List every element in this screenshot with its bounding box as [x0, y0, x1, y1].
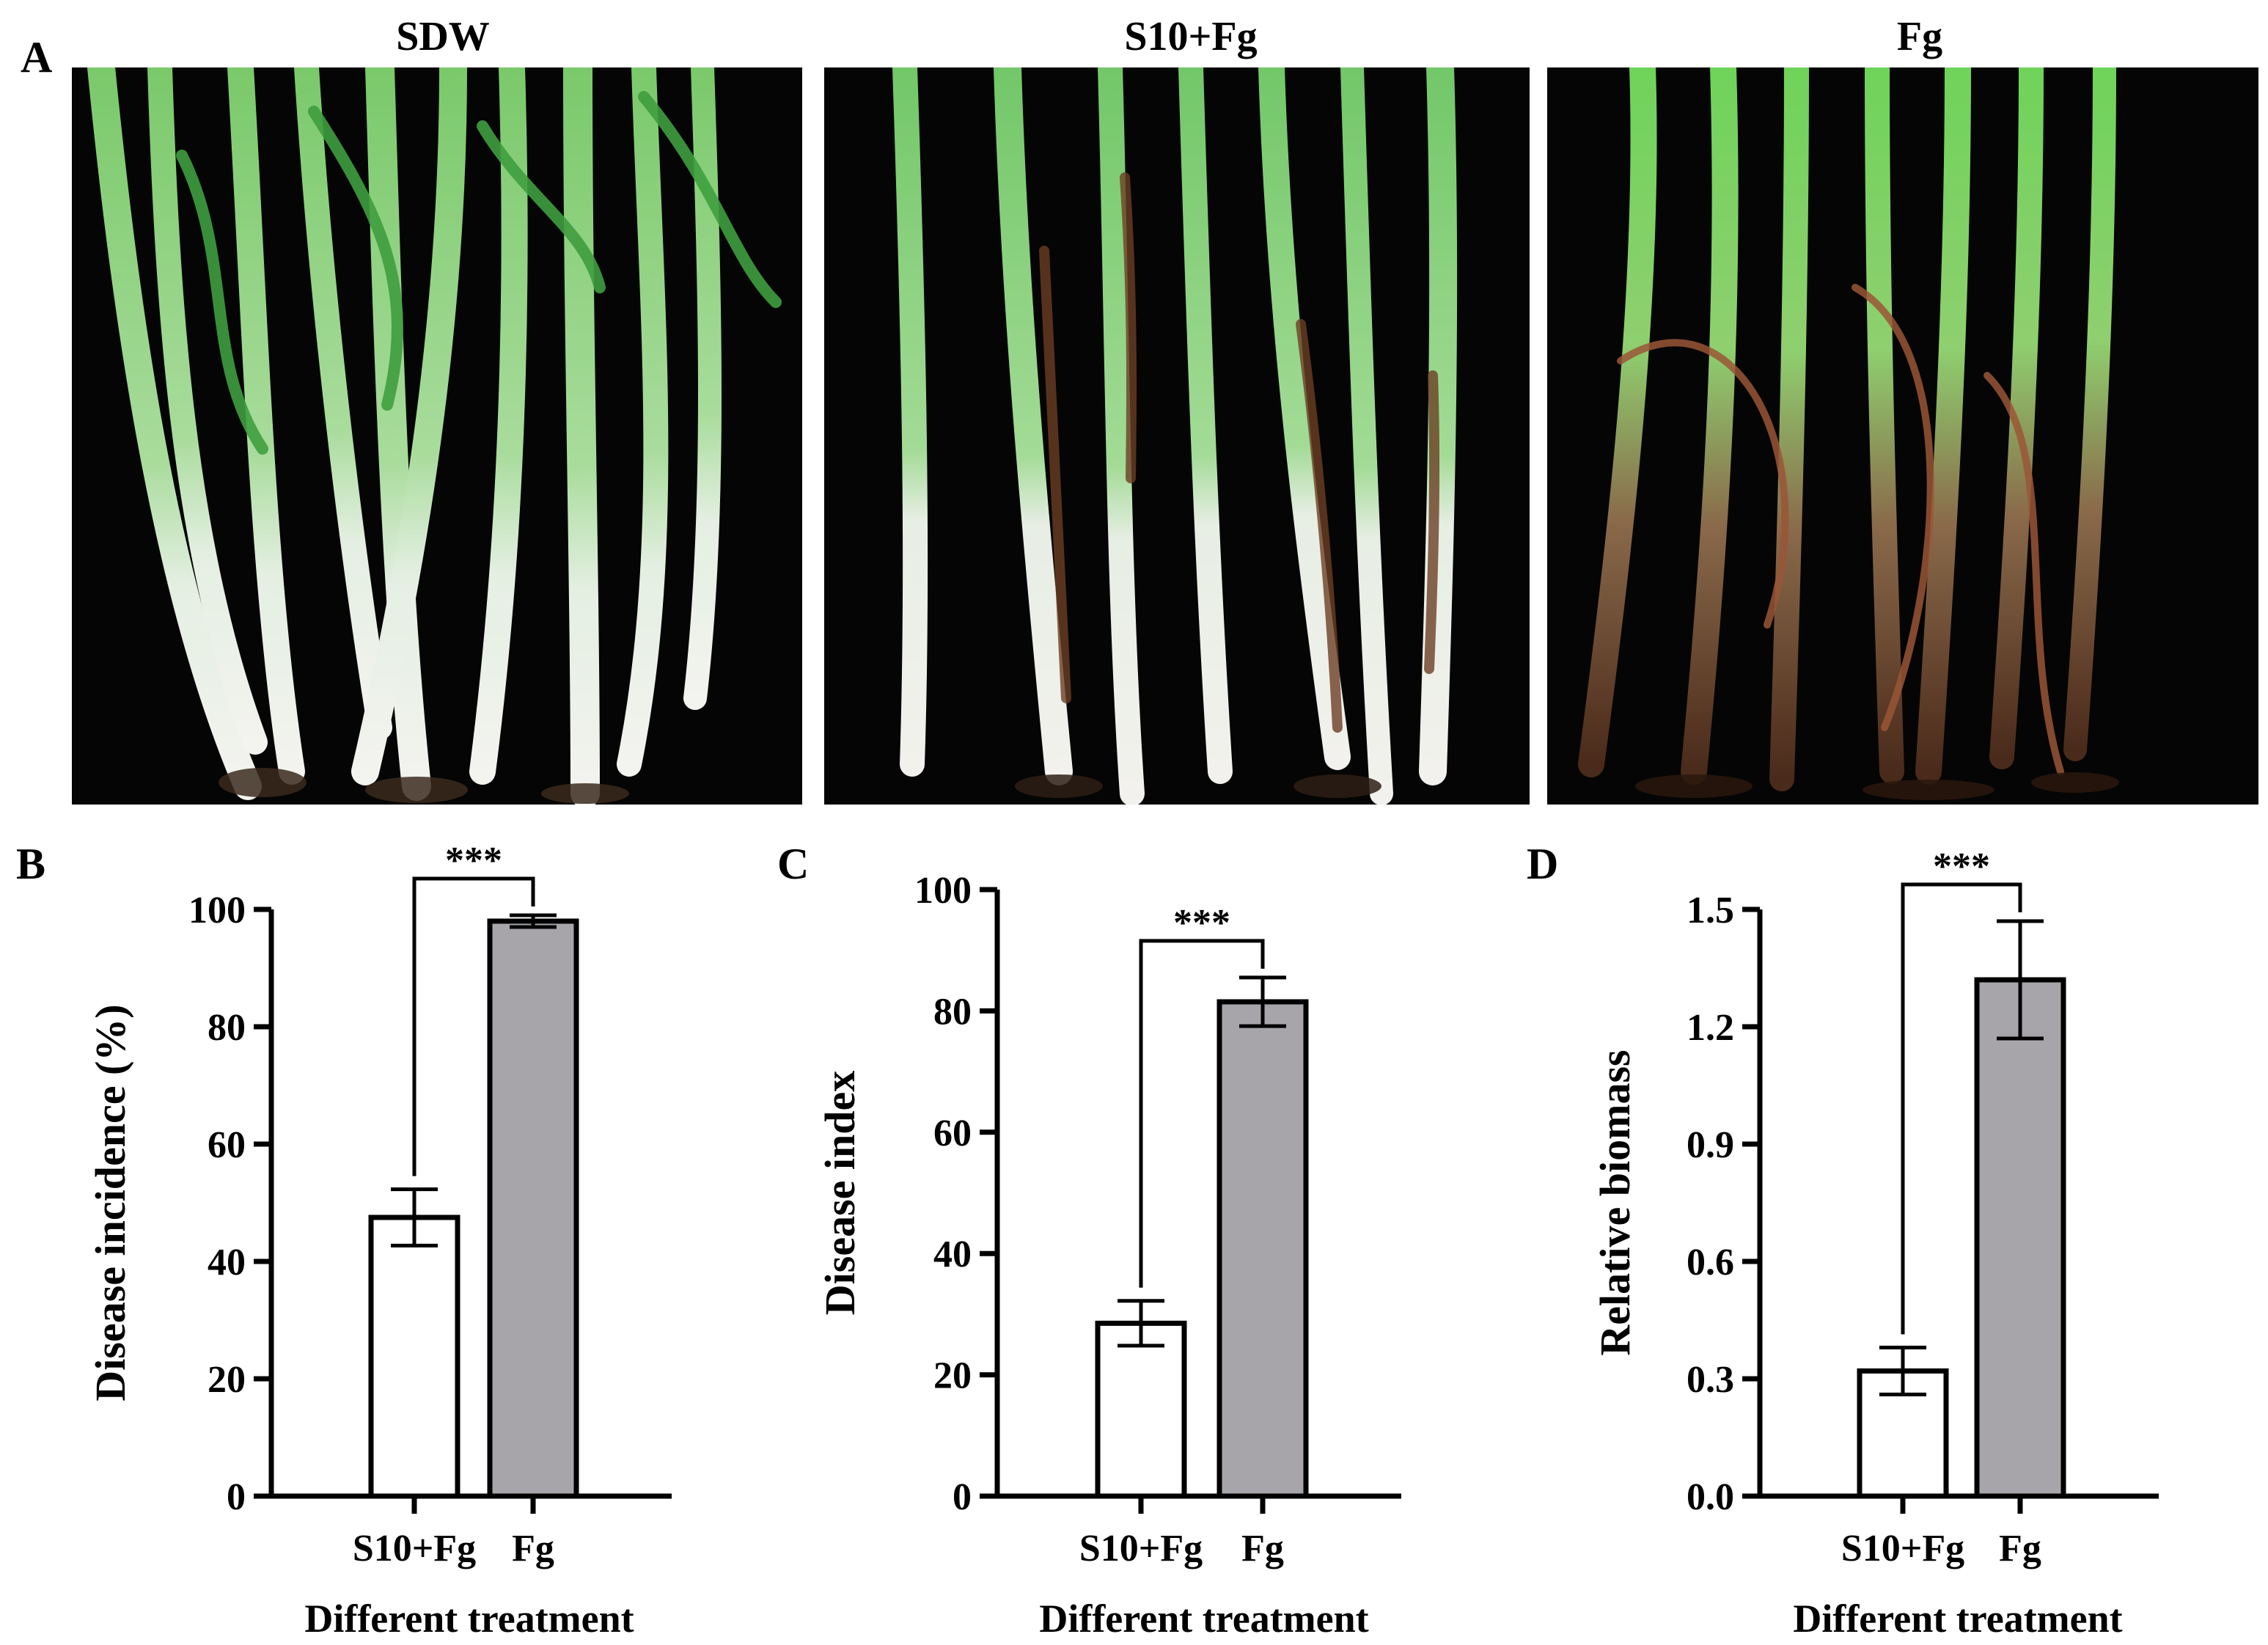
x-axis-title-b: Different treatment: [304, 1597, 634, 1641]
y-tick-label-b: 20: [208, 1359, 246, 1401]
y-tick-label-b: 40: [208, 1242, 246, 1283]
bar-b-0: [368, 1214, 460, 1499]
y-axis-title-c: Disease index: [816, 1071, 864, 1316]
significance-bracket-c: [1139, 939, 1265, 1288]
y-tick-label-d: 0.9: [1687, 1124, 1734, 1166]
y-axis-title-b: Disease incidence (%): [87, 1004, 134, 1401]
x-tick-label-b-0: S10+Fg: [353, 1528, 476, 1569]
photo-fg: [1547, 67, 2258, 805]
x-tick-label-d-1: Fg: [1999, 1528, 2041, 1569]
y-tick-label-c: 60: [933, 1113, 972, 1154]
y-tick-label-b: 80: [208, 1007, 246, 1049]
y-tick-label-c: 20: [933, 1355, 972, 1397]
y-tick-label-d: 1.2: [1687, 1007, 1734, 1049]
bar-b-1: [487, 918, 579, 1499]
bar-c-0: [1095, 1320, 1187, 1499]
x-tick-label-c-0: S10+Fg: [1079, 1528, 1203, 1569]
photo-title-s10-fg: S10+Fg: [1124, 14, 1258, 59]
y-tick-label-d: 0.3: [1687, 1359, 1734, 1401]
x-tick-label-b-1: Fg: [512, 1528, 554, 1569]
x-tick-label-c-1: Fg: [1241, 1528, 1284, 1569]
y-tick-label-b: 60: [208, 1124, 246, 1166]
x-tick-label-d-0: S10+Fg: [1841, 1528, 1964, 1569]
y-tick-label-d: 0.6: [1687, 1242, 1734, 1283]
bar-d-1: [1974, 977, 2066, 1499]
x-axis-title-c: Different treatment: [1039, 1597, 1368, 1641]
panel-label-d: D: [1527, 840, 1559, 888]
photo-title-sdw: SDW: [396, 14, 490, 59]
x-axis-title-d: Different treatment: [1793, 1597, 2122, 1641]
photo-sdw: [72, 67, 802, 805]
photo-title-fg: Fg: [1896, 14, 1943, 59]
y-tick-label-c: 100: [914, 870, 972, 912]
panel-label-b: B: [16, 840, 46, 888]
photo-s10-fg: [824, 67, 1530, 805]
y-tick-label-c: 40: [933, 1234, 972, 1275]
panel-label-a: A: [21, 33, 53, 81]
y-axis-title-d: Relative biomass: [1591, 1049, 1639, 1355]
y-tick-label-d: 0.0: [1687, 1476, 1734, 1518]
y-tick-label-d: 1.5: [1687, 890, 1734, 931]
panel-label-c: C: [777, 840, 810, 888]
bar-c-1: [1216, 999, 1309, 1499]
y-tick-label-c: 80: [933, 991, 972, 1033]
y-tick-label-c: 0: [953, 1476, 972, 1518]
significance-label-c: ***: [1173, 902, 1230, 944]
significance-label-d: ***: [1933, 846, 1990, 887]
y-tick-label-b: 0: [227, 1476, 246, 1518]
y-tick-label-b: 100: [188, 890, 246, 931]
significance-label-b: ***: [445, 840, 502, 882]
significance-bracket-b: [412, 876, 535, 1176]
significance-bracket-d: [1901, 882, 2022, 1335]
